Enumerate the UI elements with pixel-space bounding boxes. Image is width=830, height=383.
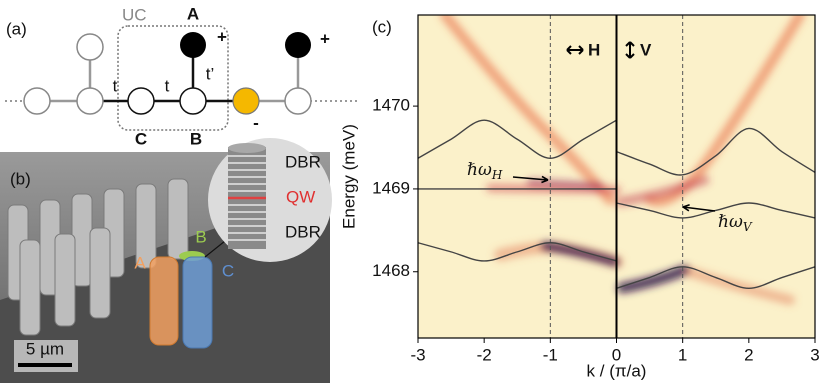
band-curve: [616, 127, 816, 176]
annotation-sub: V: [743, 220, 753, 234]
layer-label: QW: [286, 187, 315, 206]
hopping-label: t: [165, 76, 170, 95]
pillar-label: A: [134, 253, 146, 272]
site: [284, 87, 312, 115]
x-tick-label: 3: [810, 345, 819, 364]
panel-a: (a) UC A + t t t’ - C B +: [5, 4, 360, 148]
x-axis-label: k / (π/a): [587, 361, 647, 380]
band-curve: [616, 202, 816, 219]
annotation-sub: H: [491, 168, 503, 182]
site: [76, 87, 104, 115]
scale-bar-label: 5 µm: [26, 339, 64, 358]
panel-b: DBR QW DBR A B C 5 µm (b): [0, 138, 332, 383]
annotation-arrow: [682, 204, 716, 212]
polarization-icon: [625, 41, 635, 59]
x-tick-label: 2: [744, 345, 753, 364]
x-tick-label: -3: [410, 345, 425, 364]
site: [179, 87, 207, 115]
sign: +: [320, 29, 330, 48]
x-tick-label: -2: [477, 345, 492, 364]
annotation-arrow: [512, 175, 549, 184]
polarization-label: V: [640, 40, 652, 59]
annotation: ℏωH: [467, 160, 503, 182]
y-tick-label: 1470: [372, 96, 410, 115]
panel-label: (a): [6, 19, 27, 38]
pillar-row: [7, 178, 189, 336]
band-curve: [417, 242, 617, 262]
x-tick-label: 0: [612, 345, 621, 364]
sign: +: [217, 27, 227, 46]
pillar-label: C: [222, 261, 234, 280]
x-tick-label: -1: [543, 345, 558, 364]
band-curve: [616, 266, 816, 290]
y-tick-label: 1469: [372, 178, 410, 197]
site: [180, 32, 206, 58]
band-curve: [417, 119, 617, 159]
polarization-label: H: [588, 40, 600, 59]
site-label: B: [190, 129, 202, 148]
pillar-a: [149, 256, 179, 346]
sign: -: [253, 113, 259, 132]
site: [76, 33, 104, 61]
pillar-label: B: [195, 227, 206, 246]
layer-label: DBR: [285, 152, 321, 171]
panel-c: -3 -2 -1 0 1 2 3 1468 1469 1470 k / (π/a) Energy (m…: [339, 14, 820, 380]
y-tick-label: 1468: [372, 261, 410, 280]
layer-label: DBR: [285, 222, 321, 241]
y-axis-label: Energy (meV): [339, 124, 358, 229]
panel-label: (c): [372, 17, 392, 36]
annotation-text: ℏω: [718, 212, 743, 232]
site-label: A: [187, 4, 199, 23]
panel-label: (b): [10, 169, 31, 188]
annotation: ℏωV: [718, 212, 753, 234]
unit-cell-box: [117, 25, 229, 131]
hopping-label: t: [113, 76, 118, 95]
pillar-stack: [228, 143, 266, 249]
site: [127, 87, 155, 115]
site: [23, 87, 51, 115]
polarization-icon: [566, 45, 584, 55]
site-label: C: [135, 129, 147, 148]
pillar-c: [182, 256, 213, 349]
annotation-text: ℏω: [467, 160, 492, 180]
unit-cell-label: UC: [122, 5, 147, 24]
site: [285, 32, 311, 58]
site: [232, 87, 260, 115]
x-tick-label: 1: [678, 345, 687, 364]
hopping-label: t’: [206, 64, 215, 83]
